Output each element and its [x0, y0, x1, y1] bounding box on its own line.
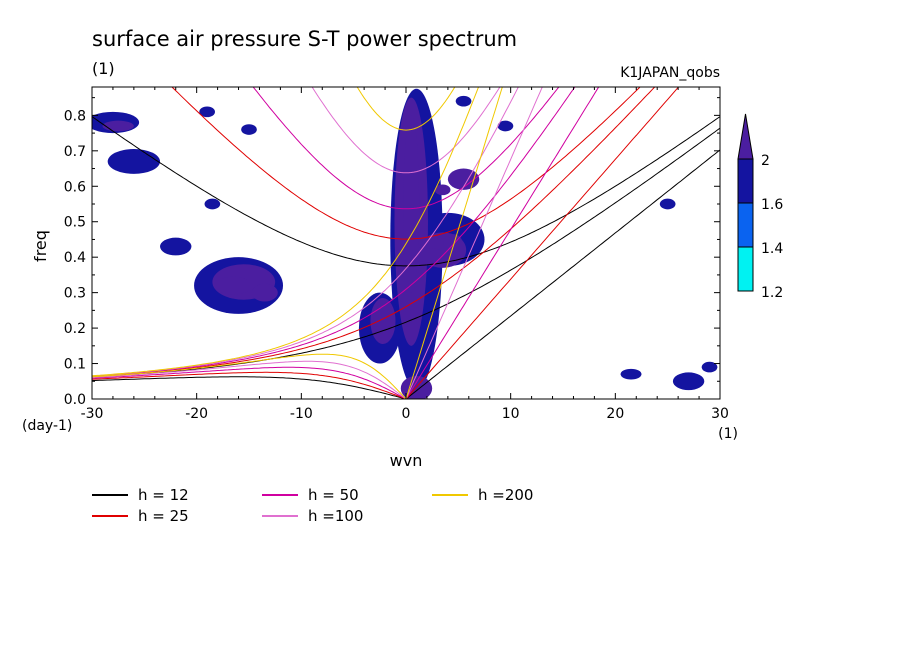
dispersion-curve	[405, 149, 720, 399]
dispersion-curve	[356, 87, 456, 131]
y-axis-label: freq	[31, 230, 50, 262]
chart-subtitle-right: K1JAPAN_qobs	[620, 65, 720, 81]
contour-region	[434, 184, 451, 196]
x-tick-label: 10	[502, 406, 520, 422]
y-axis-unit: (day-1)	[22, 418, 72, 434]
colorbar: 1.2 1.4 1.6 2	[737, 113, 783, 301]
colorbar-label: 1.2	[761, 285, 783, 301]
dispersion-curve	[92, 87, 576, 377]
contour-region	[659, 198, 676, 210]
dispersion-curve	[92, 360, 407, 399]
colorbar-segment	[737, 246, 754, 292]
dispersion-curve	[405, 87, 680, 399]
contour-region	[419, 248, 446, 267]
x-tick-label: -30	[81, 406, 104, 422]
legend-label: h = 50	[308, 486, 359, 504]
contour-region	[420, 313, 434, 329]
x-tick-label: 0	[402, 406, 411, 422]
y-tick-label: 0.5	[64, 215, 86, 231]
dispersion-curve	[92, 116, 720, 267]
x-axis-unit: (1)	[718, 426, 738, 442]
colorbar-arrow	[737, 113, 754, 160]
x-tick-label: -10	[290, 406, 313, 422]
colorbar-label: 2	[761, 153, 770, 169]
dispersion-curve	[171, 87, 641, 240]
contour-region	[204, 198, 221, 210]
contour-region	[107, 149, 161, 174]
x-tick-label: -20	[185, 406, 208, 422]
dispersion-curve	[405, 87, 503, 399]
y-tick-label: 0.2	[64, 321, 86, 337]
chart-title: surface air pressure S-T power spectrum	[92, 27, 517, 51]
dispersion-curve	[92, 371, 407, 399]
y-tick-label: 0.4	[64, 250, 86, 266]
dispersion-curve	[92, 87, 480, 377]
contour-region	[497, 120, 514, 132]
legend-label: h = 12	[138, 486, 189, 504]
legend: h = 12 h = 25 h = 50 h =100 h =200	[92, 486, 533, 525]
dispersion-curve	[92, 366, 407, 399]
contour-region	[403, 115, 420, 293]
y-tick-label: 0.7	[64, 144, 86, 160]
y-tick-label: 0.3	[64, 286, 86, 302]
contour-region	[251, 283, 278, 302]
legend-label: h = 25	[138, 507, 189, 525]
contour-region	[160, 237, 192, 256]
contour-region	[241, 124, 257, 135]
x-axis-label: wvn	[390, 451, 423, 470]
contour-region	[672, 372, 705, 391]
contour-region	[199, 106, 215, 118]
dispersion-curve	[92, 87, 519, 377]
x-tick-label: 20	[606, 406, 624, 422]
dispersion-curve	[405, 87, 543, 399]
dispersion-curve-layer	[92, 87, 720, 399]
contour-region	[620, 368, 642, 380]
colorbar-segment	[737, 202, 754, 248]
y-tick-label: 0.8	[64, 108, 86, 124]
y-tick-label: 0.6	[64, 179, 86, 195]
chart-subtitle-left: (1)	[92, 59, 115, 78]
contour-region	[214, 276, 252, 295]
axis-layer: -30 -20 -10 0 10 20 30 0.0 0.1 0.2 0.3 0.4 0.5 0.6 0.7…	[64, 87, 729, 422]
dispersion-curve	[92, 127, 720, 378]
y-tick-label: 0.1	[64, 357, 86, 373]
contour-region	[701, 361, 718, 373]
dispersion-curve	[405, 87, 600, 399]
dispersion-curve	[252, 87, 560, 210]
legend-label: h =100	[308, 507, 363, 525]
x-tick-label: 30	[711, 406, 729, 422]
contour-region	[381, 305, 393, 330]
y-tick-label: 0.0	[64, 392, 86, 408]
colorbar-segment	[737, 158, 754, 204]
dispersion-curve	[311, 87, 501, 174]
colorbar-label: 1.4	[761, 241, 783, 257]
contour-region	[443, 234, 463, 252]
colorbar-label: 1.6	[761, 197, 783, 213]
legend-label: h =200	[478, 486, 533, 504]
dispersion-curve	[92, 87, 656, 378]
dispersion-curve	[92, 376, 407, 399]
contour-region	[455, 95, 472, 107]
dispersion-curve	[92, 353, 407, 399]
contour-region	[102, 120, 134, 132]
